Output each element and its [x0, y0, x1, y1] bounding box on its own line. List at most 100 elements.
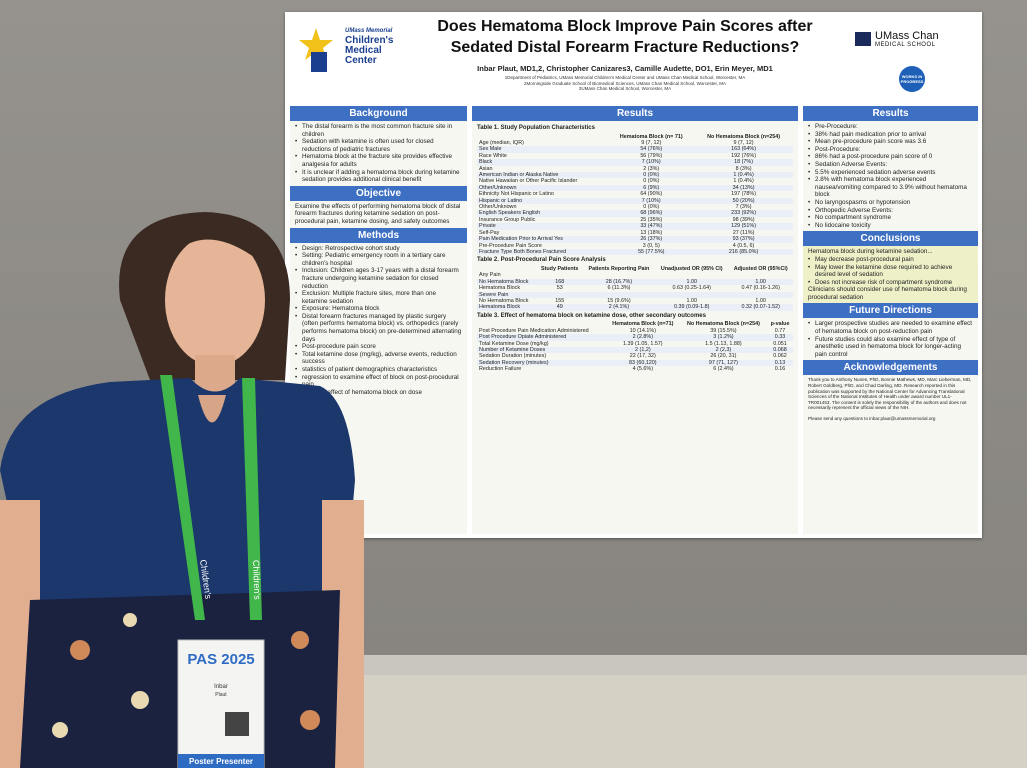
table-caption: Table 1. Study Population Characteristic…: [477, 125, 595, 131]
table-cell: 155: [555, 297, 565, 304]
table-cell: 0.63 (0.25-1.64): [672, 285, 711, 292]
table-cell: 98 (39%): [732, 216, 755, 223]
list-item: 86% had a post-procedure pain score of 0: [808, 153, 973, 161]
table-cell: 0.33: [774, 334, 786, 341]
lanyard-text: Children's: [251, 560, 262, 601]
list-item: Distal forearm fractures managed by plas…: [295, 313, 462, 343]
list-item: Future studies could also examine effect…: [808, 336, 973, 359]
table-cell: Private: [479, 223, 496, 230]
table-caption: Table 2. Post-Procedural Pain Score Anal…: [477, 257, 606, 264]
authors: Inbar Plaut, MD1,2, Christopher Canizare…: [477, 64, 773, 73]
table-cell: Race White: [479, 152, 507, 159]
table-cell: 2 (2,3): [715, 346, 732, 353]
list-item: No compartment syndrome: [808, 214, 973, 222]
table-cell: Hematoma Block: [479, 304, 521, 311]
table-cell: Total Ketamine Dose (mg/kg): [479, 340, 549, 347]
table-row: Hematoma Block 49 2 (4.1%) 0.39 (0.09-1.8) 0…: [477, 304, 793, 311]
table-cell: 26 (20, 31): [710, 353, 737, 360]
list-item: Medical: [345, 45, 382, 56]
column-header: Unadjusted OR (95% CI): [660, 265, 723, 272]
table-row: Other/Unknown 0 (0%) 7 (3%): [477, 204, 793, 210]
list-item: Post-procedure pain score: [295, 343, 462, 351]
table-cell: 64 (90%): [640, 191, 663, 198]
table-row: Post Procedure Opiate Administered 2 (2.8…: [477, 334, 793, 341]
table-cell: 83 (60,120): [629, 359, 657, 366]
table-cell: 50 (20%): [732, 197, 755, 204]
list-item: 38% had pain medication prior to arrival: [808, 131, 973, 139]
table-cell: Post Procedure Opiate Administered: [479, 334, 567, 341]
badge-role: Poster Presenter: [189, 757, 253, 766]
table-cell: 0.13: [774, 359, 786, 366]
list-item: Larger prospective studies are needed to…: [808, 320, 973, 335]
table-cell: 6 (11.3%): [607, 285, 631, 292]
table-cell: 7 (10%): [641, 197, 661, 204]
right-column: Results Pre-Procedure:38% had pain medic…: [803, 106, 978, 534]
list-item: Children's: [345, 35, 394, 46]
table-row: Age (median, IQR) 9 (7, 12) 9 (7, 12): [477, 140, 793, 146]
affiliations: 1Department of Pediatrics, UMass Memoria…: [395, 75, 855, 92]
table-cell: 55 (77.5%): [638, 248, 665, 255]
section-heading: Background: [290, 106, 467, 121]
table-cell: 9 (7, 12): [733, 140, 754, 146]
column-header: No Hematoma Block (n=254): [686, 321, 760, 328]
table-row: Insurance Group Public 25 (35%) 98 (39%): [477, 217, 793, 223]
badge-first-name: Inbar: [214, 684, 228, 690]
table-cell: 4 (0.5, 6): [732, 242, 755, 249]
list-item: Exclusion: Multiple fracture sites, more…: [295, 290, 462, 305]
table-cell: 0.47 (0.16-1.26): [741, 285, 780, 292]
table-row: Other/Unknown 6 (9%) 34 (13%): [477, 184, 793, 192]
table-cell: 2 (2.8%): [632, 334, 654, 341]
table-row: Number of Ketamine Doses 2 (1,2) 2 (2,3) 0.…: [477, 346, 793, 354]
table-cell: 3 (0, 5): [642, 242, 660, 249]
table-cell: 4 (5.6%): [632, 366, 654, 373]
table-row: English Speakers English 68 (96%) 233 (92%…: [477, 210, 793, 217]
table-cell: 1.00: [686, 278, 697, 285]
table-row: Sex Male 54 (76%) 163 (64%): [477, 146, 793, 153]
table-row: No Hematoma Block 155 15 (9.6%) 1.00 1.00: [477, 298, 793, 304]
table-row: Black 7 (10%) 18 (7%): [477, 159, 793, 166]
table-cell: Any Pain: [479, 272, 501, 279]
section-heading: Results: [803, 106, 978, 121]
badge-event: PAS 2025: [187, 651, 254, 668]
table-cell: 93 (37%): [732, 236, 755, 243]
list-item: Center: [345, 55, 377, 66]
table-row: Race White 56 (79%) 192 (76%): [477, 153, 793, 159]
bullet-list: Design: Retrospective cohort studySettin…: [290, 243, 467, 399]
table-row: Sedation Recovery (minutes) 83 (60,120) 97…: [477, 359, 793, 367]
table-row: Hispanic or Latino 7 (10%) 50 (20%): [477, 197, 793, 205]
table-cell: 2 (3%): [643, 165, 660, 172]
table-cell: Pre-Procedure Pain Score: [479, 242, 542, 249]
list-item: The distal forearm is the most common fr…: [295, 123, 462, 138]
poster-title: Does Hematoma Block Improve Pain Scores …: [395, 16, 855, 58]
list-item: 2Morningside Graduate School of Biomedic…: [523, 80, 726, 86]
column-header: Hematoma Block (n=71): [612, 321, 674, 328]
table-cell: 18 (7%): [734, 159, 753, 166]
table-cell: 0.39 (0.09-1.8): [674, 304, 710, 311]
table-cell: 1 (0.4%): [733, 172, 754, 179]
table-row: Hematoma Block 53 6 (11.3%) 0.63 (0.25-1.64…: [477, 285, 793, 291]
table-cell: 1.00: [686, 297, 697, 304]
list-item: Exposure: Hematoma block: [295, 305, 462, 313]
table-cell: 2 (4.1%): [608, 304, 630, 311]
table-cell: 1.00: [755, 278, 766, 285]
table-row: Private 33 (47%) 129 (51%): [477, 223, 793, 230]
bullet-list: Larger prospective studies are needed to…: [803, 318, 978, 360]
list-item: Does not increase risk of compartment sy…: [808, 279, 973, 287]
list-item: 1Department of Pediatrics, UMass Memoria…: [504, 75, 746, 80]
table-cell: 56 (79%): [640, 152, 663, 159]
table-cell: 1 (0.4%): [733, 178, 754, 185]
table-cell: 7 (10%): [641, 159, 661, 166]
column-header: Patients Reporting Pain: [588, 265, 650, 272]
bullet-list: Pre-Procedure:38% had pain medication pr…: [803, 121, 978, 231]
list-item: Sedation Adverse Events:: [808, 161, 973, 169]
table-cell: Sedation Duration (minutes): [479, 353, 547, 360]
list-item: Hematoma block at the fracture site prov…: [295, 153, 462, 168]
section-heading: Future Directions: [803, 303, 978, 319]
list-item: It is unclear if adding a hematoma block…: [295, 169, 462, 184]
section-heading: Methods: [290, 227, 467, 243]
table-cell: Reduction Failure: [479, 366, 522, 373]
header-row: Hematoma Block (n=71) No Hematoma Block (…: [477, 321, 793, 327]
table-cell: 163 (64%): [731, 146, 756, 153]
table-cell: 192 (76%): [731, 152, 756, 159]
table-cell: 6 (2.4%): [713, 366, 734, 373]
